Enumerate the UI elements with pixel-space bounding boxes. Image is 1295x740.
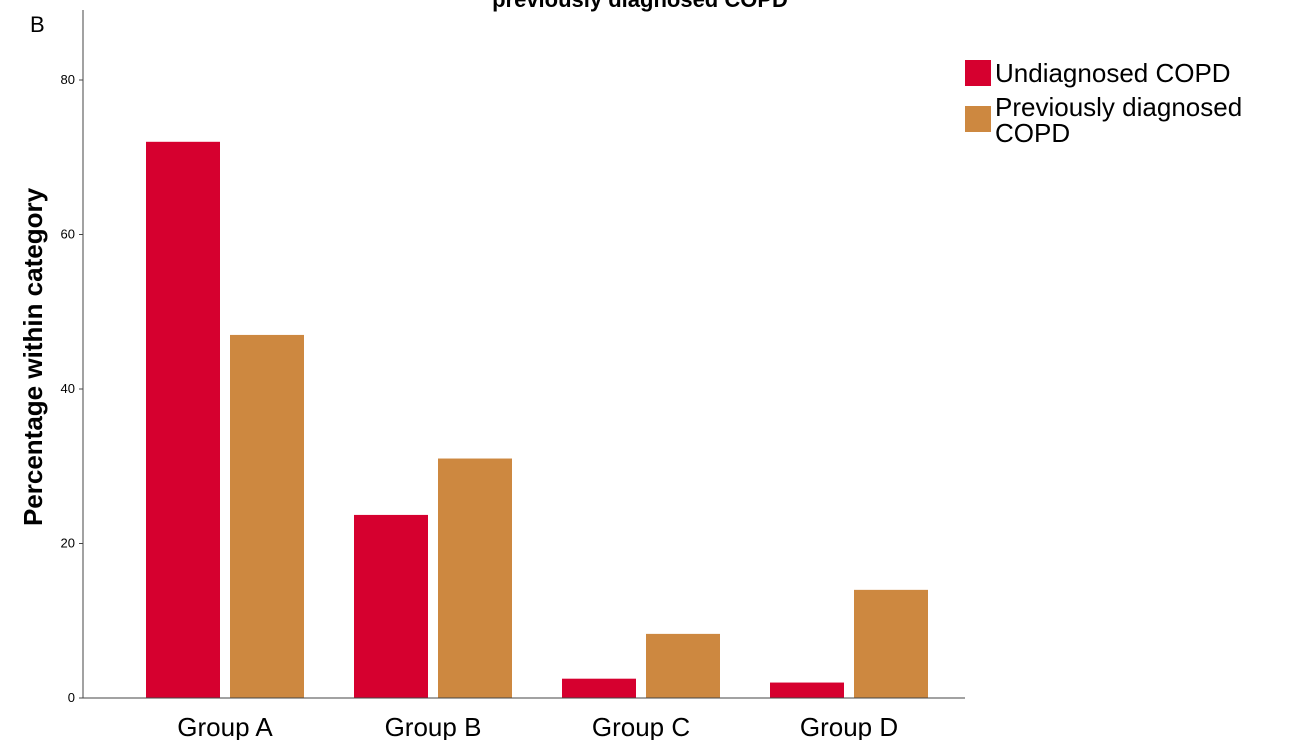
panel-letter: B bbox=[30, 12, 45, 37]
bar-group-c-series-1 bbox=[562, 678, 636, 698]
y-tick-label: 0 bbox=[68, 690, 75, 705]
y-tick-label: 40 bbox=[61, 381, 75, 396]
legend-swatch-undiagnosed bbox=[965, 60, 991, 86]
bar-group-d-series-2 bbox=[854, 589, 928, 698]
bar-group-b-series-2 bbox=[438, 458, 512, 698]
legend-item-undiagnosed: Undiagnosed COPD bbox=[965, 60, 1295, 86]
y-axis-label: Percentage within category bbox=[18, 187, 48, 526]
y-tick-label: 20 bbox=[61, 536, 75, 551]
bar-group-a-series-2 bbox=[230, 334, 304, 698]
legend-item-previously-diagnosed: Previously diagnosed COPD bbox=[965, 94, 1295, 146]
chart-title: previously diagnosed COPD bbox=[492, 0, 788, 12]
y-axis-ticks: 0 20 40 60 80 bbox=[61, 72, 83, 705]
bars bbox=[146, 141, 928, 699]
x-tick-label: Group C bbox=[592, 712, 690, 740]
x-tick-label: Group A bbox=[177, 712, 273, 740]
x-tick-label: Group D bbox=[800, 712, 898, 740]
y-tick-label: 80 bbox=[61, 72, 75, 87]
bar-group-c-series-2 bbox=[646, 633, 720, 698]
x-tick-label: Group B bbox=[385, 712, 482, 740]
bar-group-a-series-1 bbox=[146, 141, 220, 699]
legend: Undiagnosed COPD Previously diagnosed CO… bbox=[965, 60, 1295, 154]
legend-label-previously-diagnosed: Previously diagnosed COPD bbox=[995, 92, 1243, 148]
legend-label-undiagnosed: Undiagnosed COPD bbox=[995, 58, 1231, 88]
x-axis-ticks: Group A Group B Group C Group D bbox=[177, 712, 898, 740]
bar-group-b-series-1 bbox=[354, 514, 428, 698]
legend-swatch-previously-diagnosed bbox=[965, 106, 991, 132]
bar-group-d-series-1 bbox=[770, 682, 844, 698]
y-tick-label: 60 bbox=[61, 227, 75, 242]
